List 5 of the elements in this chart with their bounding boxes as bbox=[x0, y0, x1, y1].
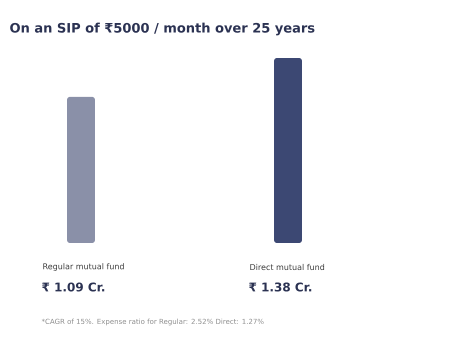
x-tick-label: Direct mutual fund bbox=[250, 264, 324, 270]
data-label: ₹ 1.09 Cr. bbox=[42, 282, 104, 292]
x-tick-label: Regular mutual fund bbox=[43, 263, 124, 271]
data-label: ₹ 1.38 Cr. bbox=[249, 282, 312, 292]
chart-title: On an SIP of ₹5000 / month over 25 years bbox=[10, 22, 314, 36]
